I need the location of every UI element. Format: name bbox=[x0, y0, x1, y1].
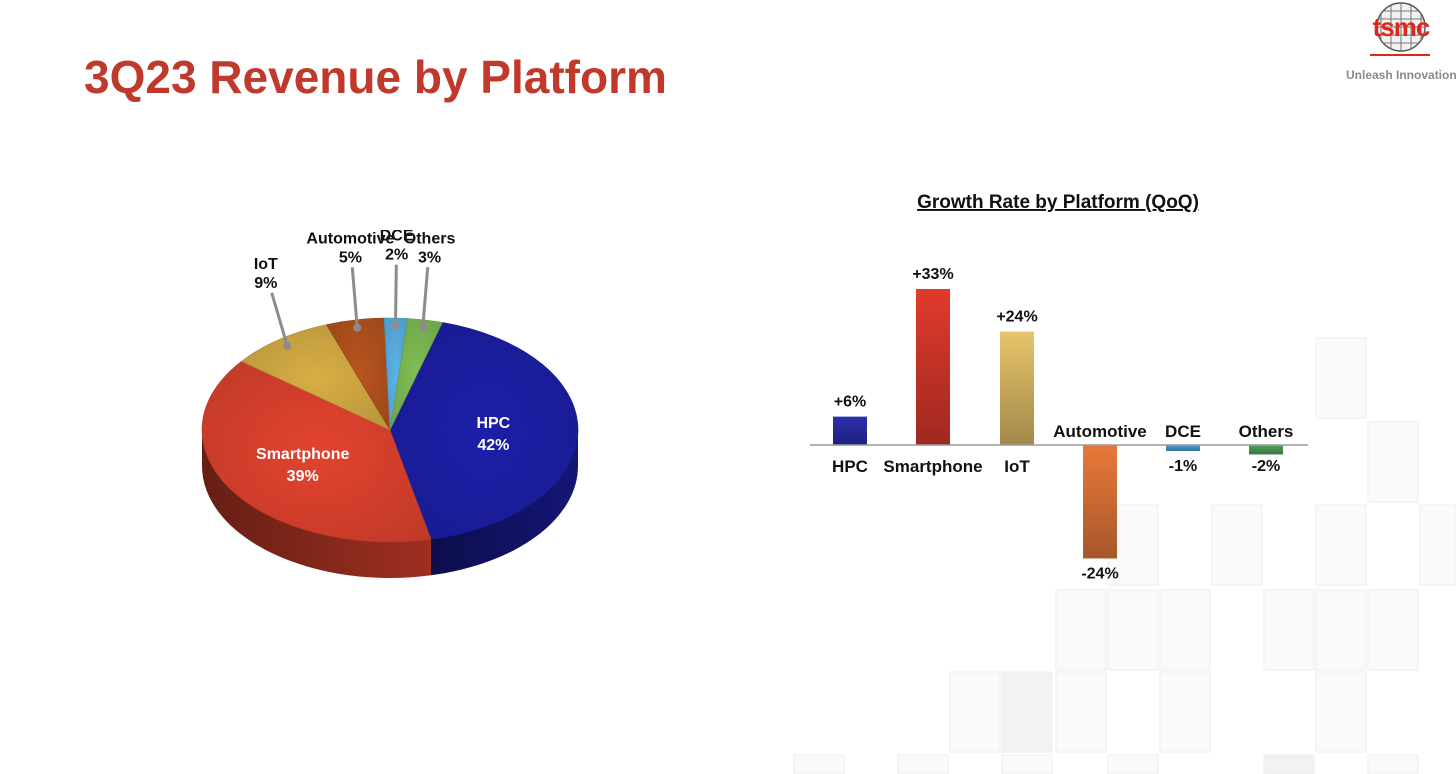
bar-chart-title: Growth Rate by Platform (QoQ) bbox=[917, 192, 1199, 213]
bar-value-dce: -1% bbox=[1169, 458, 1197, 475]
pie-slice-smartphone bbox=[201, 361, 432, 543]
pie-value-iot: 9% bbox=[254, 275, 277, 292]
logo-text: tsmc bbox=[1372, 12, 1431, 42]
pie-value-others: 3% bbox=[418, 249, 441, 266]
leader-dot-iot bbox=[283, 341, 292, 350]
bar-value-iot: +24% bbox=[996, 309, 1037, 326]
bar-category-hpc: HPC bbox=[832, 457, 868, 476]
bar-hpc bbox=[833, 416, 867, 445]
bar-value-smartphone: +33% bbox=[912, 266, 953, 283]
bar-category-smartphone: Smartphone bbox=[883, 457, 982, 476]
bar-value-hpc: +6% bbox=[834, 394, 866, 411]
leader-line-automotive bbox=[350, 267, 359, 328]
pie-value-smartphone: 39% bbox=[287, 468, 319, 485]
pie-label-others: Others bbox=[404, 230, 456, 247]
page-title: 3Q23 Revenue by Platform bbox=[84, 51, 667, 103]
bar-dce bbox=[1166, 445, 1200, 451]
pie-slice-iot bbox=[240, 324, 391, 431]
pie-slice-others bbox=[389, 318, 443, 431]
pie-label-iot: IoT bbox=[254, 256, 278, 273]
bar-category-automotive: Automotive bbox=[1053, 422, 1147, 441]
bar-iot bbox=[1000, 331, 1034, 445]
pie-side-hpc bbox=[431, 430, 578, 576]
pie-value-automotive: 5% bbox=[339, 249, 362, 266]
pie-label-hpc: HPC bbox=[476, 415, 510, 432]
logo-tagline: Unleash Innovation bbox=[1346, 68, 1456, 82]
leader-dot-automotive bbox=[353, 323, 362, 332]
bar-category-others: Others bbox=[1239, 422, 1294, 441]
pie-side-smartphone bbox=[202, 430, 432, 578]
leader-dot-dce bbox=[391, 321, 400, 330]
pie-value-hpc: 42% bbox=[477, 437, 509, 454]
leader-line-dce bbox=[393, 264, 398, 326]
logo-underline bbox=[1370, 54, 1430, 56]
bar-others bbox=[1249, 445, 1283, 455]
bar-smartphone bbox=[916, 289, 950, 445]
wafer-icon bbox=[1376, 2, 1426, 52]
bar-automotive bbox=[1083, 445, 1117, 559]
pie-label-dce: DCE bbox=[380, 230, 414, 245]
pie-slice-hpc bbox=[389, 322, 579, 540]
pie-value-dce: 2% bbox=[385, 247, 408, 264]
leader-line-iot bbox=[270, 292, 289, 347]
revenue-pie-chart: HPC 42% Smartphone 39% IoT 9% Automotive 5% DCE 2… bbox=[201, 230, 579, 578]
pie-label-smartphone: Smartphone bbox=[256, 446, 349, 463]
bar-value-automotive: -24% bbox=[1081, 565, 1118, 582]
leader-line-others bbox=[421, 267, 430, 328]
tsmc-logo: tsmc Unleash Innovation bbox=[1340, 0, 1456, 90]
pie-label-automotive: Automotive bbox=[306, 230, 394, 247]
bar-value-others: -2% bbox=[1252, 458, 1280, 475]
growth-bar-chart: Growth Rate by Platform (QoQ) +6% HPC +33% S… bbox=[810, 192, 1308, 582]
bar-category-iot: IoT bbox=[1004, 457, 1030, 476]
leader-dot-others bbox=[418, 323, 427, 332]
bar-category-dce: DCE bbox=[1165, 422, 1201, 441]
